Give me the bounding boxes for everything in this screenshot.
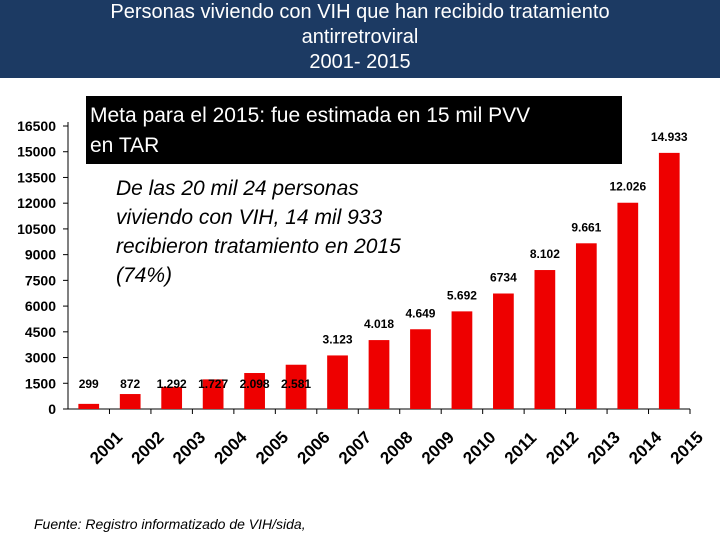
x-tick-label: 2008 bbox=[376, 428, 416, 468]
x-tick-label: 2007 bbox=[335, 428, 375, 468]
bar-2003 bbox=[161, 386, 183, 409]
bar-2002 bbox=[119, 394, 141, 409]
data-label-2010: 5.692 bbox=[447, 288, 477, 302]
x-tick-label: 2015 bbox=[667, 428, 707, 468]
y-tick-label: 1500 bbox=[25, 375, 56, 391]
y-tick-label: 15000 bbox=[17, 144, 56, 160]
bar-2009 bbox=[410, 329, 431, 409]
data-label-2005: 2.098 bbox=[240, 377, 270, 391]
data-label-2001: 299 bbox=[79, 377, 99, 391]
data-label-2013: 9.661 bbox=[571, 220, 601, 234]
y-tick-label: 9000 bbox=[25, 247, 56, 263]
bar-2010 bbox=[451, 311, 473, 409]
data-label-2002: 872 bbox=[120, 377, 140, 391]
data-label-2006: 2.581 bbox=[281, 377, 311, 391]
data-label-2011: 6734 bbox=[490, 271, 517, 285]
x-tick-label: 2005 bbox=[252, 428, 292, 468]
data-label-2007: 3.123 bbox=[323, 332, 353, 346]
title-line-1: Personas viviendo con VIH que han recibi… bbox=[110, 1, 610, 23]
y-tick-label: 13500 bbox=[17, 169, 56, 185]
x-tick-label: 2001 bbox=[86, 428, 126, 468]
summary-note: De las 20 mil 24 personas viviendo con V… bbox=[116, 174, 401, 290]
y-tick-label: 4500 bbox=[25, 324, 56, 340]
data-label-2009: 4.649 bbox=[405, 306, 435, 320]
bar-2006 bbox=[285, 364, 307, 409]
x-tick-label: 2004 bbox=[211, 427, 252, 468]
bar-2014 bbox=[617, 202, 639, 409]
data-labels: 299 872 1.292 1.727 2.098 2.581 3.123 4.018 4.64… bbox=[79, 130, 688, 391]
x-tick-label: 2011 bbox=[501, 428, 541, 468]
data-label-2003: 1.292 bbox=[157, 377, 187, 391]
summary-note-line-1: De las 20 mil 24 personas bbox=[116, 177, 359, 200]
title-line-3: 2001- 2015 bbox=[309, 51, 411, 73]
y-tick-label: 6000 bbox=[25, 298, 56, 314]
y-tick-label: 12000 bbox=[17, 195, 56, 211]
bar-2007 bbox=[327, 355, 348, 409]
y-tick-label: 3000 bbox=[25, 350, 56, 366]
bar-2015 bbox=[658, 152, 680, 410]
data-label-2004: 1.727 bbox=[198, 377, 228, 391]
x-tick-label: 2009 bbox=[418, 428, 458, 468]
x-axis: 2001 2002 2003 2004 2005 2006 2007 2008 2009 2010… bbox=[68, 408, 707, 468]
y-tick-label: 7500 bbox=[25, 272, 56, 288]
bar-2012 bbox=[534, 270, 556, 409]
x-tick-label: 2012 bbox=[542, 428, 582, 468]
y-tick-label: 0 bbox=[48, 401, 56, 417]
title-banner: Personas viviendo con VIH que han recibi… bbox=[0, 0, 720, 78]
data-label-2008: 4.018 bbox=[364, 317, 394, 331]
data-label-2014: 12.026 bbox=[609, 180, 646, 194]
data-label-2012: 8.102 bbox=[530, 247, 560, 261]
bar-2001 bbox=[78, 403, 100, 409]
x-tick-label: 2003 bbox=[169, 428, 209, 468]
bar-2013 bbox=[575, 243, 597, 409]
y-tick-label: 10500 bbox=[17, 221, 56, 237]
goal-callout-line-1: Meta para el 2015: fue estimada en 15 mi… bbox=[90, 104, 531, 127]
title-line-2: antirretroviral bbox=[301, 26, 419, 48]
y-axis: 0 1500 3000 4500 6000 7500 9000 10500 12000 13500… bbox=[17, 118, 69, 417]
data-label-2015: 14.933 bbox=[651, 130, 688, 144]
goal-callout-line-2: en TAR bbox=[90, 134, 160, 157]
goal-callout: Meta para el 2015: fue estimada en 15 mi… bbox=[86, 96, 622, 164]
x-tick-label: 2002 bbox=[128, 428, 168, 468]
x-tick-label: 2006 bbox=[293, 428, 333, 468]
x-tick-label: 2010 bbox=[459, 428, 499, 468]
summary-note-line-2: viviendo con VIH, 14 mil 933 bbox=[116, 206, 383, 229]
summary-note-line-3: recibieron tratamiento en 2015 bbox=[116, 235, 401, 258]
bar-series bbox=[78, 152, 680, 410]
summary-note-line-4: (74%) bbox=[116, 264, 173, 287]
x-tick-label: 2013 bbox=[584, 428, 624, 468]
y-tick-label: 16500 bbox=[17, 118, 56, 134]
bar-2008 bbox=[368, 340, 390, 409]
x-tick-label: 2014 bbox=[625, 427, 666, 468]
source-note: Fuente: Registro informatizado de VIH/si… bbox=[34, 516, 306, 532]
bar-2011 bbox=[493, 293, 514, 409]
bar-2005 bbox=[244, 373, 265, 409]
bar-2004 bbox=[202, 379, 224, 409]
